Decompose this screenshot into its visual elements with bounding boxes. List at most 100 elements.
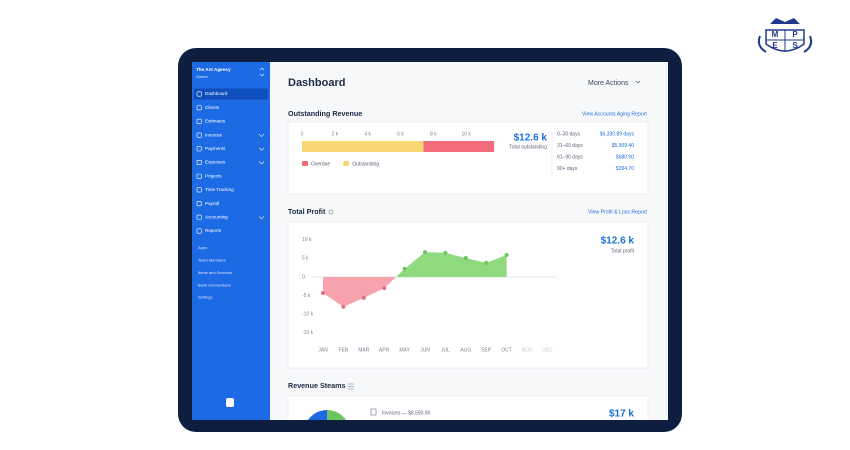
x-tick-label: JUL [441,347,450,353]
donut-segment [327,410,346,420]
x-tick-label: 6 k [397,131,404,137]
x-tick-label: APR [379,347,390,353]
logo-letter: S [792,41,798,50]
nav-item[interactable]: Invoices [205,132,223,137]
nav-item[interactable]: Clients [205,105,220,110]
data-point [361,295,366,300]
x-tick-label: FEB [339,347,349,353]
aging-amount: $680.90 [616,154,634,160]
x-tick-label: 8 k [430,131,437,137]
nav-item[interactable]: Estimates [205,119,226,124]
nav-active [194,88,268,100]
switch-icon[interactable] [259,67,265,77]
content: 0 2 k 4 k 6 k 8 k 10 k Overdue Outstanding 0–30 … [301,131,635,353]
invoice-icon [370,408,377,416]
data-point [504,253,509,258]
legend-label: Overdue [311,161,330,167]
x-tick-label: SEP [481,347,492,353]
legend-swatch [343,161,350,166]
nav-item[interactable]: Time Tracking [205,187,234,192]
sidebar-content: Dashboard Clients Estimates Invoices Payment… [194,88,268,300]
y-tick-label: -5 k [302,293,311,299]
legend-swatch [302,161,308,166]
nav-item[interactable]: Expenses [205,160,226,165]
section-title: Revenue Steams [288,381,346,390]
company-name: The Ant Agency [196,67,231,72]
nav-icon [196,228,202,234]
info-icon[interactable] [328,209,334,215]
sidebar [192,62,270,420]
card [287,395,649,420]
pl-link[interactable]: View Profit & Loss Report [588,209,648,215]
nav-icon [196,160,202,166]
kpi-value: $17 k [609,409,634,420]
aging-period: 31–60 days [557,143,583,149]
x-tick-label: JUN [420,347,430,353]
aging-period: 90+ days [557,166,578,172]
more-actions[interactable]: More Actions [588,80,629,87]
nav-icon [196,201,202,207]
nav-item[interactable]: Reports [205,228,222,233]
section-title: Total Profit [288,207,326,216]
nav-item[interactable]: Dashboard [205,91,228,96]
card [287,121,649,195]
data-point [443,250,448,255]
aging-period: 0–30 days [557,131,581,137]
nav-chevron [258,216,265,220]
nav-icon [196,173,202,179]
kpi-value: $12.6 k [514,133,548,144]
x-tick-label: 2 k [331,131,338,137]
y-tick-label: 10 k [302,237,312,243]
y-tick-label: 5 k [302,256,309,262]
nav-item[interactable]: Accounting [205,215,228,220]
logo-letter: M [772,30,779,39]
kpi-value: $12.6 k [601,236,635,247]
nav-secondary[interactable]: Apps [198,245,207,250]
filter-icon[interactable] [348,383,354,390]
x-tick-label: 0 [301,131,304,137]
logo-letter: P [792,30,798,39]
nav-icon [196,91,202,97]
bar-segment [302,141,424,152]
nav-item[interactable]: Payments [205,146,226,151]
nav-icon [196,132,202,138]
nav-item[interactable]: Payroll [205,201,219,206]
x-tick-label: DEC [542,347,553,353]
logo [757,18,813,53]
nav-secondary[interactable]: Team Members [198,257,226,262]
x-tick-label: 10 k [461,131,471,137]
nav-icon [196,118,202,124]
nav-icon [196,146,202,152]
aging-link[interactable]: View Accounts Aging Report [582,111,648,117]
kpi-label: Total profit [611,248,635,254]
data-point [423,250,427,255]
data-point [484,260,489,265]
chevron [635,80,641,84]
x-tick-label: 4 k [364,131,371,137]
aging-amount: $6,330.89 days [600,131,635,137]
nav-chevron [258,161,265,165]
data-point [382,286,387,291]
aging-amount: $5,909.40 [612,143,634,149]
y-tick-label: -10 k [302,312,314,318]
company-role: Owner [196,74,208,79]
x-tick-label: AUG [460,347,471,353]
x-tick-label: JAN [318,347,328,353]
y-tick-label: 0 [302,274,305,280]
x-tick-label: NOV [522,347,534,353]
legend-label: Outstanding [352,161,379,167]
revenue-item: Invoices — $8,590.90 [382,410,431,416]
nav-secondary[interactable]: Bank Connections [198,282,230,287]
nav-icon [196,187,202,193]
nav-item[interactable]: Projects [205,173,222,178]
x-tick-label: MAR [358,347,370,353]
page-title: Dashboard [288,77,345,89]
data-point [341,304,346,309]
nav-secondary[interactable]: Settings [198,295,212,300]
data-point [463,256,468,261]
app-logo [226,398,234,407]
aging-amount: $394.70 [616,166,634,172]
aging-period: 61–90 days [557,154,583,160]
nav-secondary[interactable]: Items and Services [198,270,232,275]
